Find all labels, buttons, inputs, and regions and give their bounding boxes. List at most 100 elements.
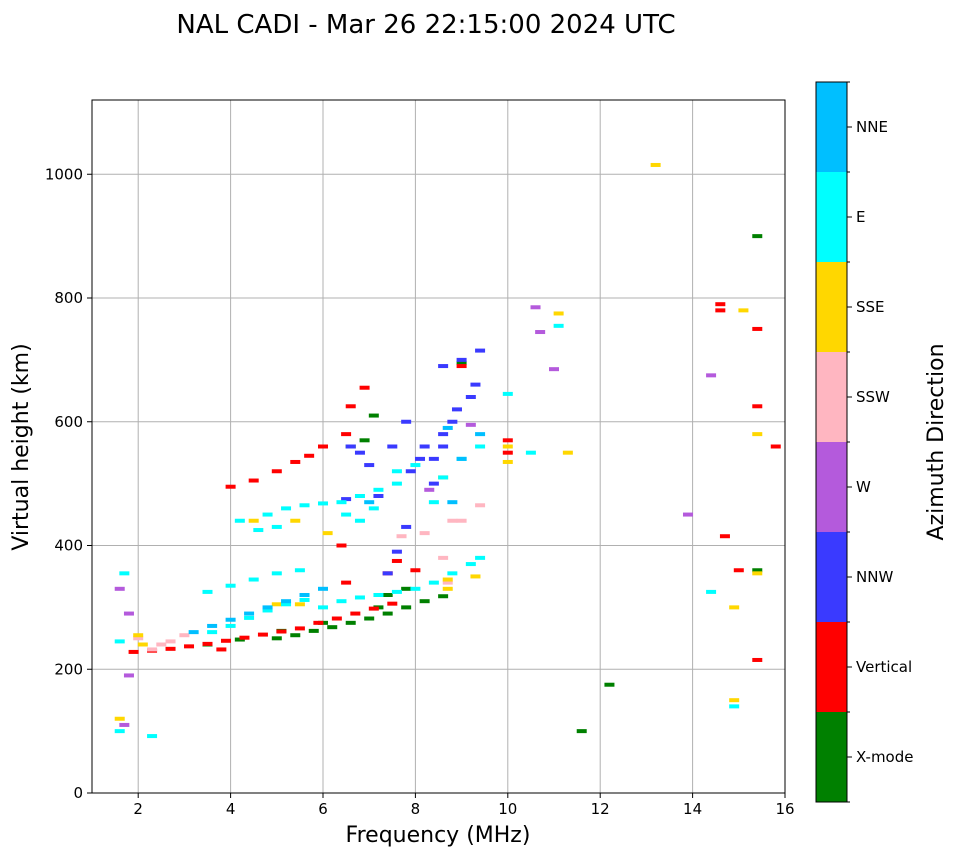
colorbar-segment	[816, 532, 847, 622]
data-point	[562, 450, 573, 455]
data-point	[549, 367, 559, 372]
data-point	[401, 605, 412, 610]
x-axis-title: Frequency (MHz)	[346, 823, 531, 848]
data-point	[313, 620, 324, 625]
data-point	[502, 459, 513, 464]
data-point	[447, 571, 458, 576]
data-point	[475, 348, 486, 353]
data-point	[729, 704, 740, 709]
x-tick-label: 12	[591, 800, 610, 818]
data-points	[114, 162, 781, 739]
data-point	[752, 432, 763, 437]
data-point	[475, 444, 486, 449]
colorbar-label: SSW	[856, 388, 890, 406]
data-point	[290, 518, 301, 523]
data-point	[220, 638, 231, 643]
data-point	[294, 568, 305, 573]
data-point	[525, 450, 536, 455]
data-point	[216, 647, 227, 652]
colorbar-segment	[816, 712, 847, 802]
data-point	[535, 330, 546, 335]
data-point	[165, 639, 176, 644]
x-tick-label: 6	[318, 800, 328, 818]
data-point	[253, 528, 264, 533]
data-point	[133, 636, 144, 641]
data-point	[391, 481, 402, 486]
data-point	[244, 615, 255, 620]
data-point	[119, 571, 130, 576]
data-point	[456, 518, 467, 523]
data-point	[719, 534, 730, 539]
data-point	[470, 382, 481, 387]
data-point	[262, 605, 273, 610]
series-vertical	[128, 302, 781, 662]
data-point	[715, 308, 726, 313]
data-point	[341, 580, 352, 585]
colorbar-label: X-mode	[856, 748, 913, 766]
data-point	[706, 373, 717, 378]
data-point	[465, 562, 476, 567]
data-point	[401, 586, 412, 591]
data-point	[438, 432, 449, 437]
data-point	[119, 722, 130, 727]
data-point	[382, 571, 393, 576]
data-point	[114, 716, 125, 721]
data-point	[281, 506, 292, 511]
data-point	[502, 438, 513, 443]
series-w	[114, 305, 717, 727]
data-point	[451, 407, 462, 412]
data-point	[156, 642, 167, 647]
data-point	[225, 583, 236, 588]
data-point	[354, 450, 365, 455]
data-point	[318, 501, 328, 506]
x-axis-ticks: 2 4 6 8 10 12 14 16	[133, 793, 795, 818]
data-point	[530, 305, 541, 310]
chart-title: NAL CADI - Mar 26 22:15:00 2024 UTC	[176, 10, 675, 40]
data-point	[257, 632, 268, 637]
series-nne	[188, 425, 486, 635]
data-point	[207, 630, 218, 635]
data-point	[391, 558, 402, 563]
colorbar-segment	[816, 352, 847, 442]
data-point	[354, 518, 365, 523]
data-point	[244, 611, 255, 616]
data-point	[729, 605, 740, 610]
data-point	[387, 601, 398, 606]
data-point	[341, 432, 352, 437]
x-tick-label: 4	[226, 800, 236, 818]
data-point	[271, 524, 282, 529]
data-point	[299, 593, 310, 597]
data-point	[391, 469, 402, 474]
y-tick-label: 200	[54, 660, 83, 678]
colorbar-segment	[816, 262, 847, 352]
data-point	[276, 629, 287, 634]
data-point	[137, 642, 148, 647]
data-point	[770, 444, 781, 449]
data-point	[465, 422, 476, 427]
data-point	[364, 500, 375, 505]
data-point	[428, 580, 439, 585]
data-point	[327, 625, 338, 630]
data-point	[465, 395, 476, 399]
data-point	[202, 641, 213, 646]
data-point	[359, 385, 370, 390]
data-point	[345, 444, 356, 449]
data-point	[368, 506, 379, 511]
data-point	[475, 503, 486, 508]
data-point	[345, 620, 356, 625]
data-point	[456, 360, 467, 365]
data-point	[368, 606, 379, 611]
data-point	[428, 500, 439, 505]
data-point	[553, 311, 564, 316]
data-point	[428, 481, 439, 486]
data-point	[410, 463, 421, 468]
data-point	[391, 589, 402, 594]
data-point	[419, 444, 430, 449]
data-point	[248, 518, 259, 523]
data-point	[382, 593, 393, 597]
data-point	[419, 531, 430, 536]
y-tick-label: 800	[54, 289, 83, 307]
colorbar-label: Vertical	[856, 658, 912, 676]
data-point	[752, 568, 763, 573]
data-point	[147, 647, 158, 652]
